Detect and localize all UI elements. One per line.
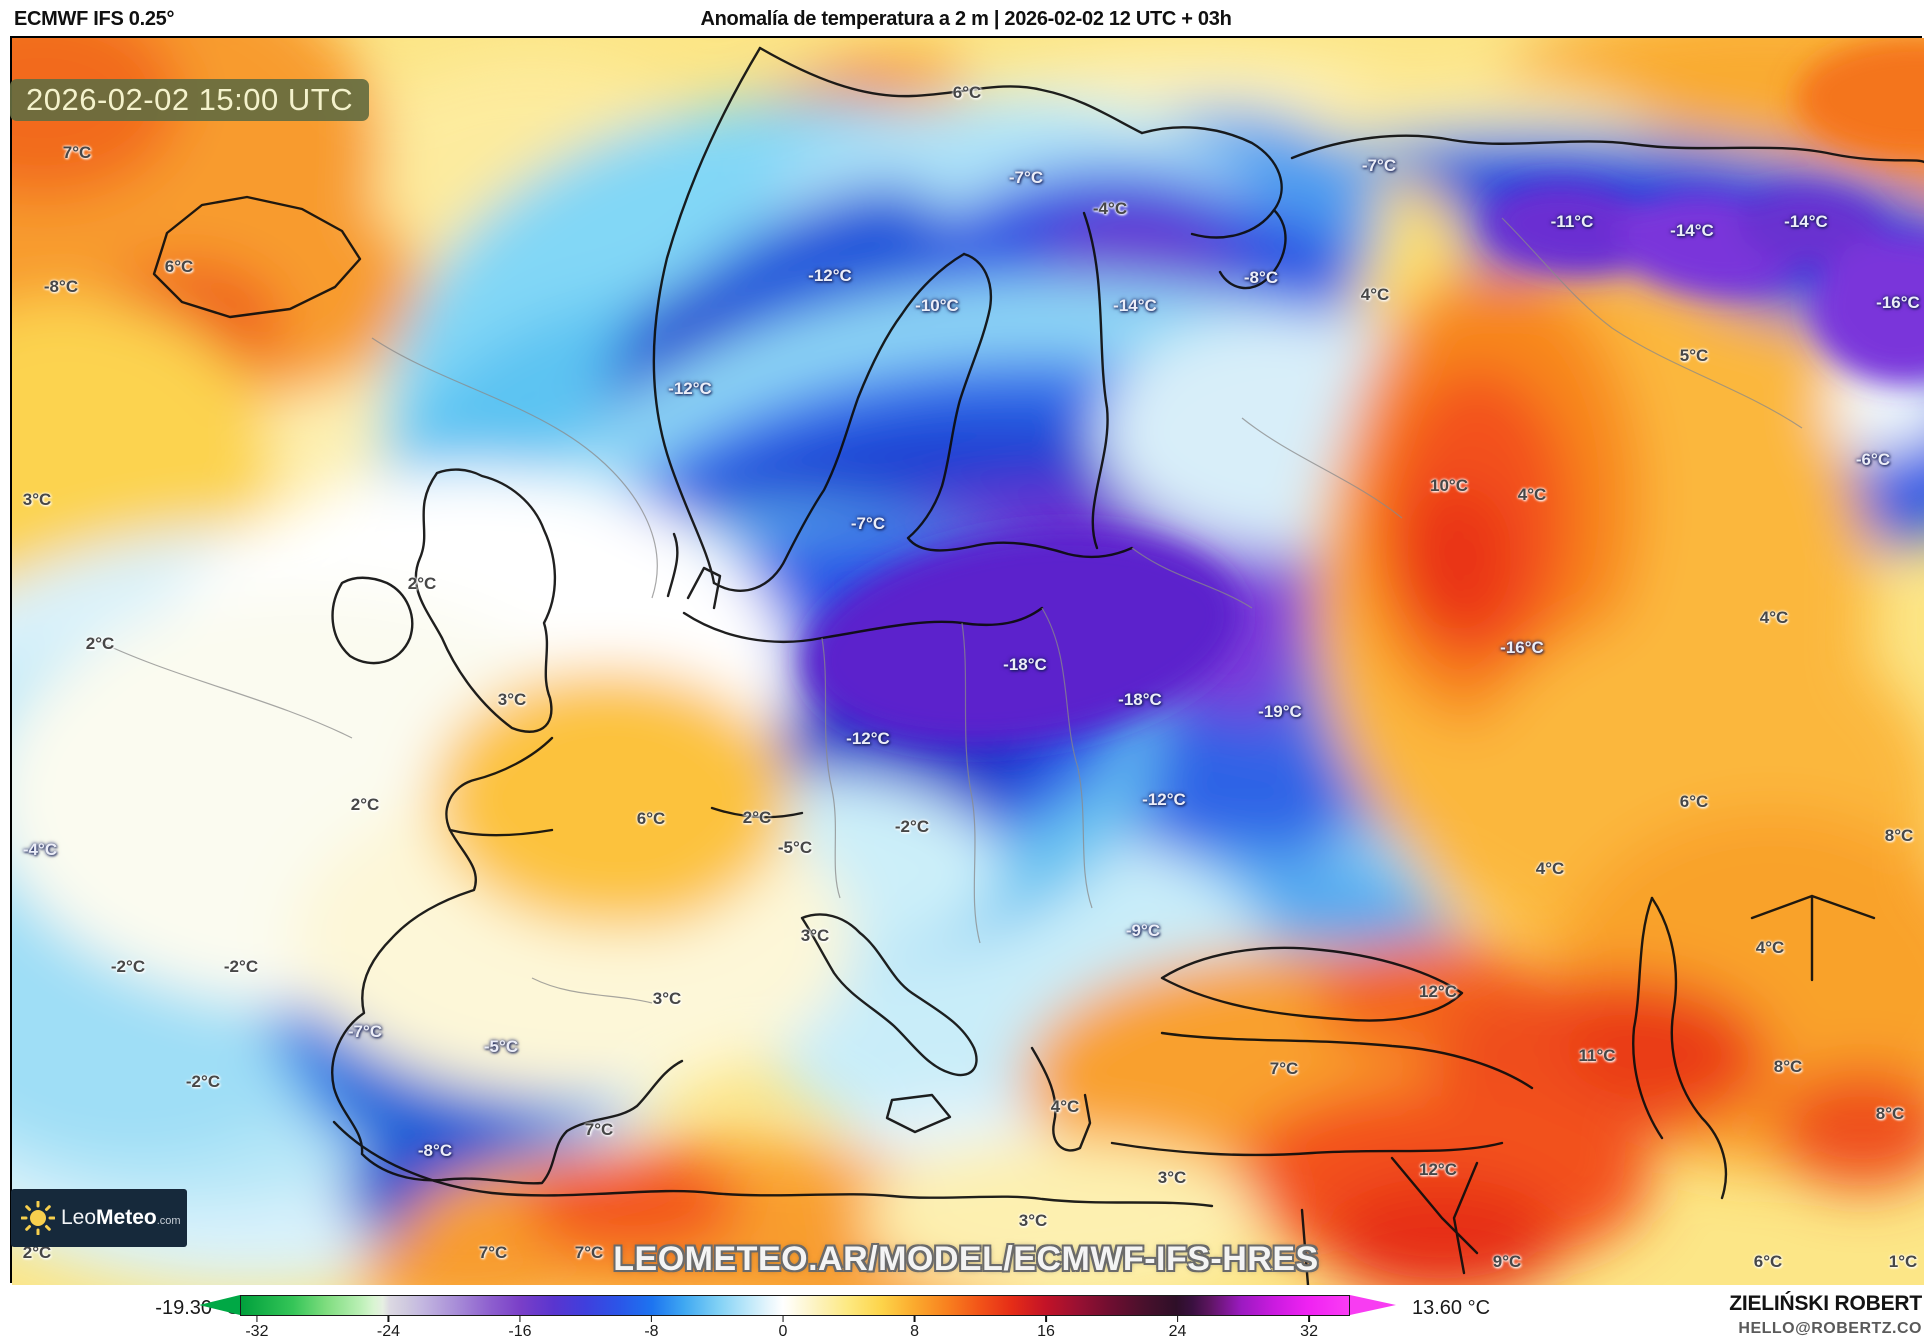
colorbar-ticks: -32 -24 -16 -8 0 8 16 24 32 <box>240 1316 1350 1339</box>
colorbar-tick: 8 <box>910 1316 919 1339</box>
anomaly-field-art <box>12 38 1924 1285</box>
map-canvas <box>10 36 1924 1285</box>
page-title: Anomalía de temperatura a 2 m | 2026-02-… <box>700 8 1232 30</box>
colorbar-tick: 16 <box>1037 1316 1055 1339</box>
sun-icon <box>21 1201 55 1235</box>
timestamp-overlay: 2026-02-02 15:00 UTC <box>10 79 370 121</box>
attribution: ZIELIŃSKI ROBERT HELLO@ROBERTZ.CO <box>1729 1292 1922 1338</box>
logo-name-bold: Meteo <box>96 1206 157 1229</box>
attribution-author: ZIELIŃSKI ROBERT <box>1729 1292 1922 1315</box>
colorbar-tick: -16 <box>508 1316 532 1339</box>
colorbar-right-arrow <box>1350 1295 1396 1315</box>
colorbar-tick: -32 <box>245 1316 268 1339</box>
colorbar-tick: -24 <box>377 1316 400 1339</box>
colorbar-gradient <box>240 1295 1350 1316</box>
logo-text: LeoMeteo.com <box>61 1206 181 1230</box>
colorbar-tick: 32 <box>1300 1316 1318 1339</box>
logo-tld: .com <box>156 1215 181 1227</box>
colorbar-left-arrow <box>199 1295 240 1315</box>
colorbar-tick: -8 <box>644 1316 659 1339</box>
attribution-contact: HELLO@ROBERTZ.CO <box>1738 1320 1922 1337</box>
leometeo-logo: LeoMeteo.com <box>11 1189 187 1247</box>
colorbar-tick: 0 <box>779 1316 787 1339</box>
watermark: LEOMETEO.AR/MODEL/ECMWF-IFS-HRES <box>613 1240 1319 1278</box>
colorbar-max-label: 13.60 °C <box>1412 1297 1491 1319</box>
logo-name-light: Leo <box>61 1206 97 1229</box>
model-name: ECMWF IFS 0.25° <box>14 8 175 30</box>
colorbar-tick: 24 <box>1169 1316 1186 1339</box>
